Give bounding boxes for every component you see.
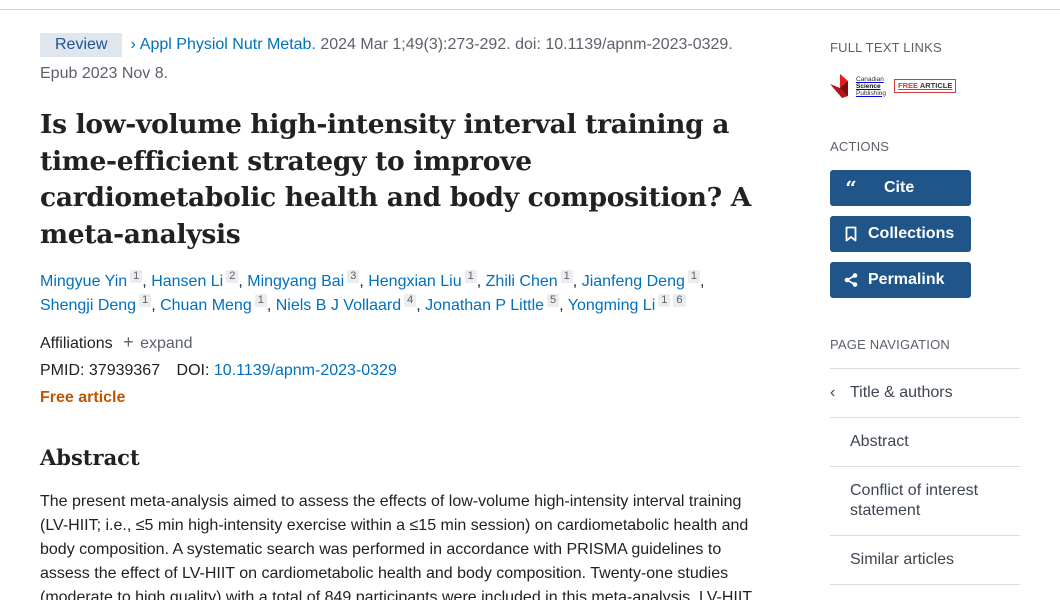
author-list: Mingyue Yin 1, Hansen Li 2, Mingyang Bai 3,…	[40, 270, 705, 314]
nav-item-label: Conflict of interest statement	[850, 482, 979, 519]
collections-label: Collections	[868, 225, 955, 242]
affiliation-number[interactable]: 6	[673, 294, 686, 307]
author-link[interactable]: Yongming Li	[567, 297, 656, 314]
quote-icon: “	[845, 176, 857, 200]
cite-button[interactable]: “ Cite	[830, 170, 971, 206]
share-icon	[842, 273, 860, 287]
expand-label: expand	[140, 335, 193, 352]
nav-item-conflict-of-interest[interactable]: Conflict of interest statement	[830, 467, 1020, 536]
sidebar: FULL TEXT LINKS Canadian Science Publishin…	[830, 40, 1020, 585]
affiliations-label: Affiliations	[40, 335, 113, 352]
full-text-links-heading: FULL TEXT LINKS	[830, 40, 942, 55]
affiliation-number[interactable]: 1	[130, 270, 143, 283]
page-navigation-heading: PAGE NAVIGATION	[830, 337, 951, 352]
affiliation-number[interactable]: 1	[560, 270, 573, 283]
pmid-value: 37939367	[88, 362, 161, 379]
affiliation-number[interactable]: 1	[139, 294, 152, 307]
actions-group: “ Cite Collections Permalink	[830, 170, 1020, 298]
plus-icon: +	[123, 332, 134, 352]
review-badge: Review	[40, 33, 123, 57]
bookmark-icon	[842, 226, 860, 242]
citation-line: Review › Appl Physiol Nutr Metab. 2024 Mar…	[40, 30, 770, 88]
affiliation-number[interactable]: 3	[347, 270, 360, 283]
permalink-label: Permalink	[868, 271, 945, 288]
nav-item-abstract[interactable]: Abstract	[830, 418, 1020, 467]
chevron-right-icon: ›	[130, 36, 136, 53]
nav-item-title-authors[interactable]: ‹ Title & authors	[830, 369, 1020, 418]
author-link[interactable]: Mingyang Bai	[247, 273, 345, 290]
article-title: Is low-volume high-intensity interval tr…	[40, 109, 752, 250]
affiliation-number[interactable]: 1	[658, 294, 671, 307]
affiliation-number[interactable]: 2	[226, 270, 239, 283]
author-link[interactable]: Hansen Li	[151, 273, 224, 290]
abstract-heading: Abstract	[40, 445, 140, 470]
full-text-links: Canadian Science Publishing FREE ARTICLE	[830, 71, 1020, 101]
pmid-label: PMID:	[40, 362, 85, 379]
collections-button[interactable]: Collections	[830, 216, 971, 252]
nav-item-similar-articles[interactable]: Similar articles	[830, 536, 1020, 585]
nav-item-label: Title & authors	[850, 384, 953, 401]
nav-item-label: Similar articles	[850, 551, 955, 568]
author-link[interactable]: Niels B J Vollaard	[275, 297, 402, 314]
affiliation-number[interactable]: 1	[254, 294, 267, 307]
doi-label: DOI:	[176, 362, 210, 379]
affiliation-number[interactable]: 5	[547, 294, 560, 307]
chevron-left-icon: ‹	[830, 384, 836, 401]
csp-logo-icon	[830, 74, 848, 98]
publisher-link[interactable]: Canadian Science Publishing	[830, 74, 886, 98]
author-link[interactable]: Mingyue Yin	[40, 273, 128, 290]
cite-label: Cite	[884, 179, 915, 196]
author-link[interactable]: Zhili Chen	[485, 273, 558, 290]
citation-details: 2024 Mar 1;49(3):273-292. doi: 10.1139/a…	[315, 36, 733, 53]
author-link[interactable]: Jonathan P Little	[425, 297, 545, 314]
journal-link[interactable]: Appl Physiol Nutr Metab.	[139, 36, 316, 53]
page-navigation: ‹ Title & authors Abstract Conflict of i…	[830, 368, 1020, 585]
abstract-text: The present meta-analysis aimed to asses…	[40, 493, 752, 600]
publisher-name: Canadian Science Publishing	[856, 75, 886, 97]
author-link[interactable]: Shengji Deng	[40, 297, 137, 314]
affiliations-row: Affiliations + expand	[40, 332, 770, 354]
permalink-button[interactable]: Permalink	[830, 262, 971, 298]
actions-heading: ACTIONS	[830, 139, 890, 154]
doi-link[interactable]: 10.1139/apnm-2023-0329	[213, 362, 397, 379]
nav-item-label: Abstract	[850, 433, 909, 450]
free-article-tag[interactable]: FREE ARTICLE	[894, 79, 957, 93]
top-divider	[0, 9, 1060, 10]
affiliation-number[interactable]: 1	[687, 270, 700, 283]
article-main: Review › Appl Physiol Nutr Metab. 2024 Mar…	[40, 30, 770, 600]
author-link[interactable]: Hengxian Liu	[368, 273, 462, 290]
affiliation-number[interactable]: 4	[404, 294, 417, 307]
affiliation-number[interactable]: 1	[464, 270, 477, 283]
expand-affiliations-button[interactable]: + expand	[123, 332, 193, 352]
author-link[interactable]: Chuan Meng	[160, 297, 252, 314]
identifiers-row: PMID: 37939367 DOI: 10.1139/apnm-2023-03…	[40, 361, 770, 381]
free-article-label: Free article	[40, 389, 126, 406]
author-link[interactable]: Jianfeng Deng	[581, 273, 685, 290]
epub-date: Epub 2023 Nov 8.	[40, 65, 169, 82]
